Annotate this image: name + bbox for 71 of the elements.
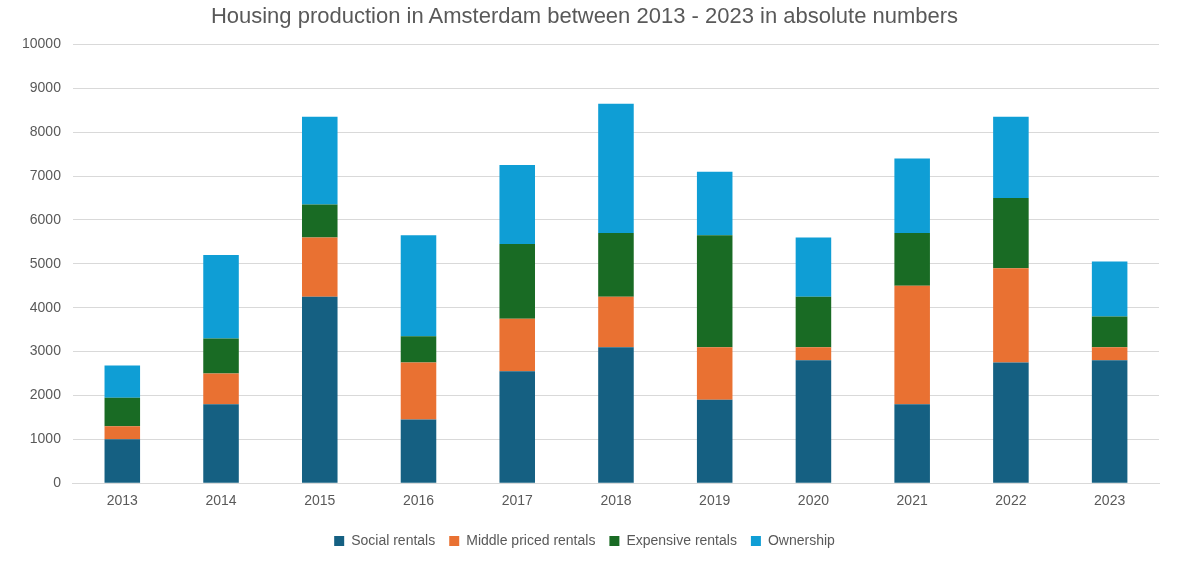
bar	[598, 347, 634, 483]
x-tick-label: 2014	[205, 492, 237, 509]
bar	[795, 237, 832, 297]
x-tick-label: 2023	[1094, 492, 1126, 509]
x-tick-label: 2013	[106, 492, 139, 509]
chart-title: Housing production in Amsterdam between 2013 - 2023 in absolute numbers	[210, 3, 959, 29]
x-tick-label: 2020	[797, 492, 830, 509]
bar	[104, 426, 141, 440]
bar	[795, 360, 832, 483]
bar	[894, 404, 930, 483]
y-tick-label: 8000	[29, 123, 62, 140]
bar	[301, 237, 338, 297]
y-tick-label: 5000	[29, 254, 62, 271]
bar	[696, 399, 733, 483]
bar	[400, 235, 437, 337]
y-tick-label: 2000	[29, 386, 62, 403]
bar	[696, 235, 733, 348]
bar	[499, 318, 535, 372]
bar	[301, 116, 338, 205]
bar	[894, 233, 930, 286]
legend-label: Middle priced rentals	[466, 531, 596, 548]
y-tick-label: 10000	[21, 35, 62, 52]
bar	[993, 268, 1029, 363]
bar	[301, 204, 338, 238]
bar	[499, 244, 535, 319]
y-tick-label: 3000	[29, 342, 62, 359]
bar	[1091, 316, 1128, 348]
bar	[203, 255, 239, 339]
x-tick-label: 2021	[896, 492, 928, 509]
bar	[696, 171, 733, 236]
legend-label: Expensive rentals	[626, 531, 737, 548]
bar	[993, 197, 1029, 269]
bar	[104, 397, 141, 427]
x-tick-label: 2017	[501, 492, 534, 509]
bar	[400, 362, 437, 420]
x-tick-label: 2018	[600, 492, 632, 509]
bar	[1091, 360, 1128, 483]
bar	[696, 347, 733, 400]
bar	[104, 365, 141, 398]
y-tick-label: 6000	[29, 210, 62, 227]
legend-label: Ownership	[767, 531, 836, 548]
x-tick-label: 2022	[995, 492, 1027, 509]
bar	[894, 158, 930, 234]
y-tick-label: 4000	[29, 298, 62, 315]
legend-label: Social rentals	[351, 531, 436, 548]
bar	[203, 373, 239, 405]
x-tick-label: 2015	[304, 492, 336, 509]
bar	[598, 296, 634, 348]
bar	[203, 404, 239, 483]
bar	[894, 285, 930, 405]
bar	[795, 296, 832, 348]
bar	[795, 347, 832, 361]
bar	[203, 338, 239, 374]
y-tick-label: 9000	[29, 79, 62, 96]
bar	[993, 362, 1029, 483]
bar	[301, 296, 338, 483]
y-tick-label: 0	[53, 474, 62, 491]
x-tick-label: 2016	[402, 492, 435, 509]
bar	[1091, 261, 1128, 317]
bar	[598, 233, 634, 297]
y-tick-label: 1000	[29, 430, 62, 447]
bar	[400, 336, 437, 363]
bar	[598, 103, 634, 234]
x-tick-label: 2019	[699, 492, 731, 509]
y-tick-label: 7000	[29, 166, 62, 183]
bar	[499, 371, 535, 483]
bar	[993, 116, 1029, 198]
bar	[1091, 347, 1128, 361]
bar	[400, 419, 437, 483]
bar	[499, 165, 535, 245]
bar	[104, 439, 141, 483]
